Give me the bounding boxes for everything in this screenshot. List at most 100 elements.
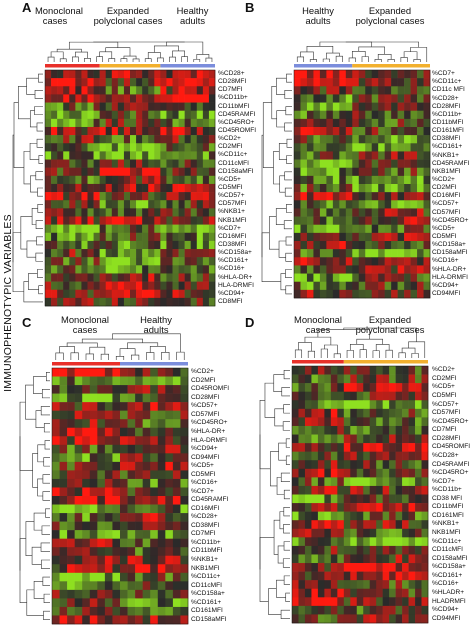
heatmap-cell	[339, 143, 347, 152]
heatmap-cell	[415, 511, 422, 521]
heatmap-cell	[148, 273, 155, 282]
heatmap-cell	[172, 444, 181, 454]
heatmap-cell	[89, 393, 98, 403]
heatmap-cell	[324, 614, 332, 624]
heatmap-cell	[356, 400, 364, 410]
heatmap-cell	[382, 528, 390, 538]
heatmap-cell	[324, 425, 332, 435]
heatmap-cell	[142, 478, 151, 488]
heatmap-cell	[123, 265, 131, 274]
heatmap-cell	[57, 200, 64, 209]
heatmap-cell	[178, 102, 185, 111]
heatmap-cell	[415, 503, 422, 512]
heatmap-cell	[184, 86, 192, 95]
heatmap-cell	[202, 249, 210, 258]
heatmap-cell	[337, 597, 345, 607]
heatmap-cell	[298, 408, 306, 418]
heatmap-cell	[52, 487, 60, 497]
row-dendrogram	[41, 559, 50, 569]
heatmap-cell	[99, 70, 107, 79]
heatmap-cell	[313, 257, 321, 266]
heatmap-cell	[57, 118, 64, 128]
heatmap-cell	[292, 597, 299, 607]
heatmap-cell	[97, 598, 106, 608]
heatmap-cell	[292, 537, 299, 547]
heatmap-cell	[52, 581, 60, 591]
heatmap-cell	[369, 400, 377, 410]
heatmap-cell	[421, 597, 429, 607]
heatmap-cell	[93, 70, 100, 79]
heatmap-cell	[402, 563, 409, 572]
heatmap-cell	[99, 167, 107, 177]
heatmap-cell	[408, 408, 416, 418]
row-label: %CD45RO+	[432, 469, 469, 477]
heatmap-cell	[104, 555, 113, 565]
heatmap-cell	[57, 167, 64, 177]
heatmap-cell	[365, 273, 373, 283]
heatmap-cell	[356, 571, 364, 581]
heatmap-cell	[150, 410, 159, 420]
column-dendrogram	[411, 353, 419, 358]
heatmap-cell	[319, 135, 327, 144]
row-label: %CD57+	[191, 402, 218, 410]
heatmap-cell	[208, 135, 216, 144]
heatmap-cell	[417, 78, 424, 87]
heatmap-cell	[304, 528, 312, 538]
heatmap-cell	[421, 494, 429, 504]
heatmap-cell	[112, 410, 121, 420]
heatmap-cell	[130, 240, 137, 250]
heatmap-cell	[358, 281, 366, 291]
heatmap-cell	[326, 175, 334, 185]
heatmap-cell	[410, 118, 418, 128]
heatmap-cell	[63, 232, 70, 242]
heatmap-cell	[421, 366, 429, 375]
row-label: %CD11c+	[191, 573, 221, 581]
heatmap-cell	[136, 151, 143, 160]
heatmap-cell	[326, 151, 334, 160]
heatmap-cell	[423, 86, 431, 95]
heatmap-cell	[99, 273, 107, 282]
heatmap-cell	[376, 366, 383, 375]
column-dendrogram	[387, 59, 395, 62]
heatmap-cell	[87, 224, 94, 234]
heatmap-cell	[402, 605, 409, 615]
heatmap-cell	[376, 605, 383, 615]
heatmap-cell	[384, 289, 392, 299]
heatmap-cell	[402, 614, 409, 624]
heatmap-cell	[57, 126, 64, 136]
row-label: %CD158a+	[432, 563, 466, 571]
heatmap-cell	[180, 436, 189, 446]
heatmap-cell	[423, 249, 431, 258]
row-dendrogram	[285, 269, 292, 278]
heatmap-cell	[339, 265, 347, 274]
heatmap-cell	[130, 265, 137, 274]
heatmap-cell	[423, 208, 431, 217]
heatmap-cell	[298, 563, 306, 572]
heatmap-cell	[404, 224, 411, 234]
heatmap-cell	[127, 496, 136, 505]
row-dendrogram	[35, 220, 43, 229]
heatmap-cell	[389, 460, 396, 470]
heatmap-cell	[356, 366, 364, 375]
heatmap-cell	[404, 151, 411, 160]
heatmap-cell	[135, 615, 143, 625]
heatmap-cell	[313, 192, 321, 201]
heatmap-cell	[356, 460, 364, 470]
heatmap-cell	[402, 537, 409, 547]
row-dendrogram	[280, 273, 286, 291]
heatmap-cell	[294, 78, 301, 87]
heatmap-cell	[82, 496, 91, 505]
heatmap-cell	[196, 70, 204, 79]
heatmap-cell	[136, 78, 143, 87]
heatmap-cell	[294, 143, 301, 152]
heatmap-cell	[135, 436, 143, 446]
heatmap-cell	[408, 468, 416, 478]
heatmap-cell	[304, 580, 312, 590]
row-label: CD158aMFI	[191, 615, 227, 623]
heatmap-cell	[142, 419, 151, 429]
heatmap-cell	[378, 208, 385, 217]
heatmap-cell	[75, 86, 82, 95]
heatmap-cell	[324, 537, 332, 547]
heatmap-cell	[326, 289, 334, 299]
heatmap-cell	[184, 297, 192, 307]
